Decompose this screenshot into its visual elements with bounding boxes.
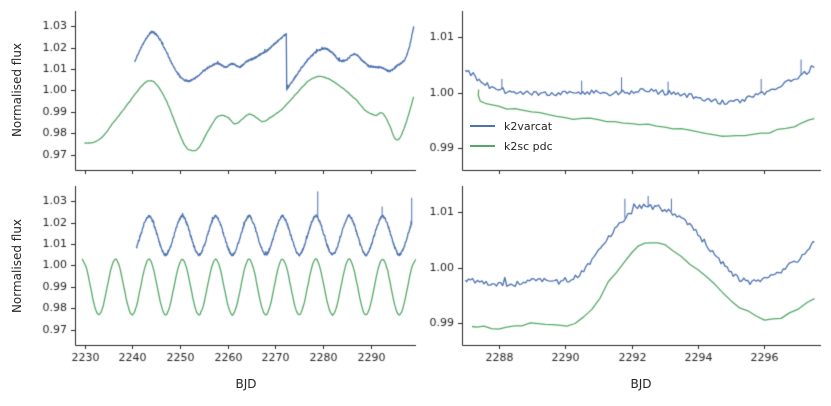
y-axis-label-bottom: Normalised flux <box>10 218 24 314</box>
y-axis-label-top: Normalised flux <box>10 42 24 138</box>
x-axis-label-left: BJD <box>235 377 257 391</box>
legend-entry-k2sc-pdc: k2sc pdc <box>470 136 553 156</box>
legend: k2varcat k2sc pdc <box>470 116 553 156</box>
legend-line-k2sc-pdc-icon <box>470 145 495 147</box>
legend-label-k2varcat: k2varcat <box>504 119 553 133</box>
x-axis-label-right: BJD <box>630 377 652 391</box>
legend-entry-k2varcat: k2varcat <box>470 116 553 136</box>
legend-line-k2varcat-icon <box>470 125 495 127</box>
legend-label-k2sc-pdc: k2sc pdc <box>504 139 553 153</box>
